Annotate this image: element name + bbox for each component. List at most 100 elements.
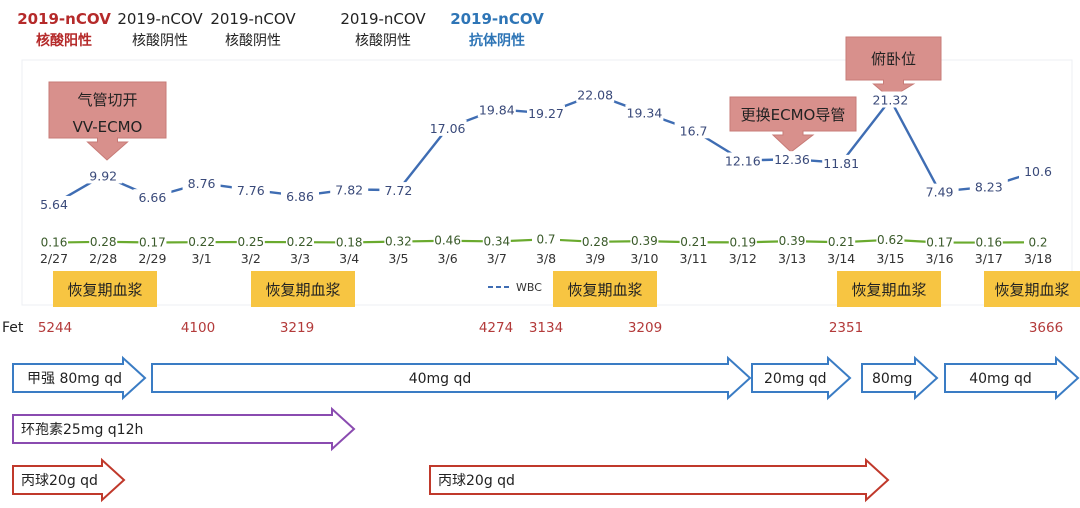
- treatment-arrow-label: 20mg qd: [764, 371, 827, 387]
- wbc-label-bg: [576, 86, 615, 103]
- wbc-data-label: 6.86: [286, 189, 314, 204]
- callout-box: [729, 96, 857, 153]
- low-label-bg: [630, 234, 659, 248]
- treatment-arrow: 甲强 80mg qd: [12, 355, 147, 401]
- wbc-data-label: 19.84: [479, 102, 515, 117]
- treatment-arrow-shape: [12, 355, 147, 401]
- x-tick-label: 3/1: [192, 251, 212, 266]
- low-label-bg: [581, 234, 610, 248]
- wbc-label-bg: [822, 154, 861, 171]
- wbc-label-bg: [527, 105, 565, 122]
- treatment-arrow-label: 环孢素25mg q12h: [21, 422, 143, 438]
- wbc-data-label: 17.06: [430, 121, 466, 136]
- treatment-arrow-label: 40mg qd: [409, 371, 472, 387]
- low-label-bg: [778, 234, 806, 248]
- status-header-line2: 核酸阴性: [225, 33, 281, 49]
- plasma-box: [53, 271, 157, 307]
- x-tick-label: 3/10: [630, 251, 658, 266]
- fet-label: Fet: [2, 320, 24, 336]
- low-data-label: 0.17: [139, 235, 166, 249]
- treatment-arrow-shape: [751, 355, 852, 401]
- status-header-line1: 2019-nCOV: [450, 10, 544, 28]
- wbc-label-bg: [281, 187, 319, 204]
- plasma-box: [251, 271, 355, 307]
- x-tick-label: 3/2: [241, 251, 261, 266]
- x-tick-label: 3/12: [729, 251, 757, 266]
- fet-value: 2351: [829, 320, 863, 336]
- plot-panel: [21, 59, 1073, 306]
- event-callout: 气管切开 VV-ECMO: [48, 81, 167, 161]
- event-callout: 更换ECMO导管: [729, 96, 857, 153]
- wbc-data-label: 6.66: [138, 190, 166, 205]
- event-callout: 俯卧位: [845, 36, 942, 99]
- fet-value: 3134: [529, 320, 563, 336]
- wbc-data-label: 10.6: [1024, 164, 1052, 179]
- low-label-bg: [187, 235, 216, 249]
- treatment-arrow: 20mg qd: [751, 355, 852, 401]
- x-tick-label: 3/16: [926, 251, 954, 266]
- x-tick-label: 3/9: [585, 251, 605, 266]
- status-header-line1: 2019-nCOV: [210, 10, 296, 28]
- wbc-data-label: 19.34: [627, 106, 663, 121]
- status-header-line1: 2019-nCOV: [340, 10, 426, 28]
- wbc-data-label: 7.82: [335, 182, 363, 197]
- wbc-label-bg: [231, 181, 270, 198]
- callout-text: VV-ECMO: [73, 118, 143, 136]
- low-data-label: 0.16: [975, 236, 1002, 250]
- low-data-label: 0.7: [536, 232, 555, 246]
- low-label-bg: [236, 235, 265, 248]
- treatment-arrow: 40mg qd: [944, 355, 1080, 401]
- low-label-bg: [876, 232, 905, 246]
- treatment-arrow: 丙球20g qd: [12, 457, 126, 503]
- wbc-label-bg: [773, 151, 811, 168]
- treatment-arrow-label: 丙球20g qd: [21, 473, 98, 489]
- status-header: 2019-nCOV 核酸阴性: [340, 10, 426, 49]
- wbc-label-bg: [182, 175, 221, 192]
- low-data-label: 0.39: [631, 234, 658, 248]
- treatment-arrow-shape: [12, 406, 356, 452]
- status-header-line1: 2019-nCOV: [17, 10, 111, 28]
- wbc-data-label: 7.49: [926, 185, 954, 200]
- low-label-bg: [433, 233, 462, 247]
- low-label-bg: [728, 235, 757, 249]
- low-data-label: 0.18: [336, 235, 363, 249]
- treatment-arrow: 40mg qd: [151, 355, 752, 401]
- low-label-bg: [679, 235, 708, 249]
- treatment-arrow-label: 80mg: [872, 371, 912, 387]
- treatment-arrow: 80mg: [861, 355, 939, 401]
- low-label-bg: [40, 235, 68, 249]
- treatment-arrow-shape: [151, 355, 752, 401]
- wbc-data-label: 9.92: [89, 168, 117, 183]
- plasma-label: 恢复期血浆: [567, 281, 642, 299]
- low-label-bg: [335, 235, 364, 249]
- callout-text: 气管切开: [77, 91, 137, 109]
- status-header: 2019-nCOV 核酸阳性: [17, 10, 111, 49]
- wbc-label-bg: [330, 181, 369, 198]
- plasma-label: 恢复期血浆: [265, 281, 340, 299]
- status-header-line2: 核酸阴性: [132, 33, 188, 49]
- treatment-arrow: 环孢素25mg q12h: [12, 406, 356, 452]
- plasma-label: 恢复期血浆: [67, 281, 142, 299]
- low-data-label: 0.28: [90, 235, 117, 249]
- wbc-data-label: 21.32: [873, 93, 909, 108]
- plasma-box: [837, 271, 941, 307]
- x-tick-label: 3/4: [339, 251, 359, 266]
- wbc-label-bg: [133, 189, 172, 206]
- wbc-data-label: 7.72: [384, 183, 412, 198]
- plasma-box: [984, 271, 1080, 307]
- fet-value: 3666: [1029, 320, 1063, 336]
- wbc-label-bg: [379, 182, 418, 199]
- plasma-label: 恢复期血浆: [851, 281, 926, 299]
- fet-value: 4100: [181, 320, 215, 336]
- wbc-label-bg: [969, 178, 1008, 195]
- low-data-label: 0.28: [582, 235, 609, 249]
- x-tick-label: 2/27: [40, 251, 68, 266]
- wbc-data-label: 8.23: [975, 180, 1003, 195]
- x-tick-label: 3/14: [827, 251, 855, 266]
- treatment-arrow-shape: [429, 457, 890, 503]
- wbc-label-bg: [674, 122, 713, 139]
- wbc-data-label: 19.27: [528, 106, 564, 121]
- low-data-label: 0.25: [237, 235, 264, 249]
- wbc-label-bg: [1019, 162, 1057, 179]
- low-label-bg: [1024, 235, 1052, 249]
